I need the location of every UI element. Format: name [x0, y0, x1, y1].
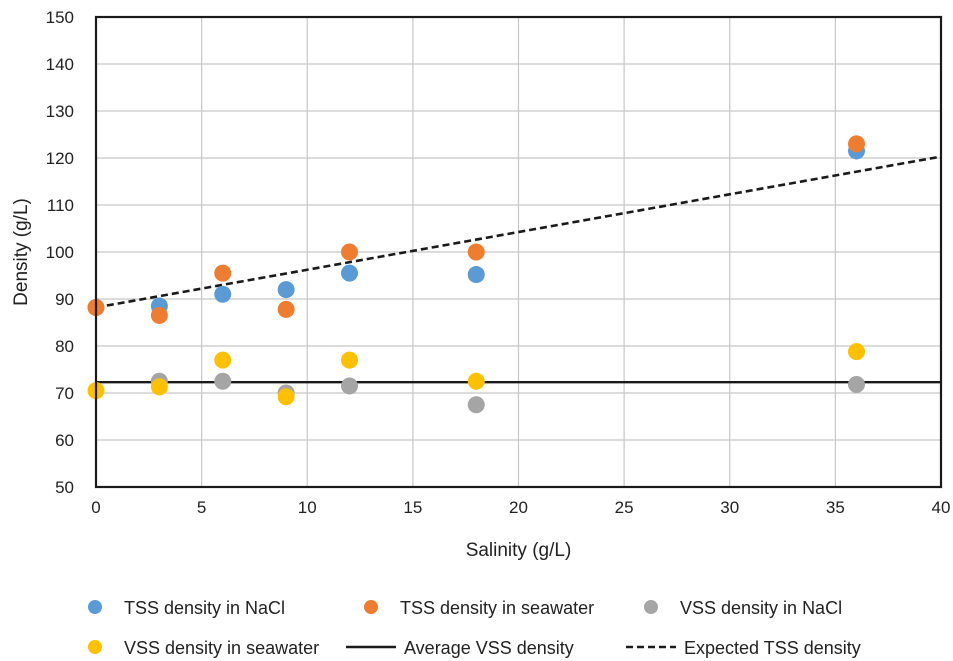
y-tick-label: 150: [46, 8, 74, 27]
point-tss-density-in-seawater: [467, 243, 485, 261]
legend-label: VSS density in NaCl: [680, 598, 842, 618]
x-tick-label: 10: [298, 498, 317, 517]
legend: TSS density in NaCl TSS density in seawat…: [88, 598, 861, 658]
y-tick-label: 120: [46, 149, 74, 168]
point-vss-density-in-seawater: [277, 388, 295, 406]
point-vss-density-in-seawater: [341, 351, 358, 369]
y-tick-label: 100: [46, 243, 74, 262]
point-tss-density-in-seawater: [848, 135, 865, 153]
legend-marker: [88, 640, 102, 654]
y-tick-label: 50: [55, 478, 74, 497]
x-tick-labels: 0 5 10 15 20 25 30 35 40: [91, 498, 950, 517]
grid-lines: [95, 16, 942, 488]
legend-label: TSS density in seawater: [400, 598, 594, 618]
y-tick-label: 110: [47, 196, 74, 215]
x-tick-label: 5: [197, 498, 206, 517]
x-tick-label: 30: [720, 498, 739, 517]
y-tick-label: 140: [46, 55, 74, 74]
point-tss-density-in-seawater: [341, 243, 358, 261]
y-tick-labels: 50 60 70 80 90 100 110 120 130 140 150: [46, 8, 74, 497]
legend-item-vss-density-in-seawater: VSS density in seawater: [88, 638, 319, 658]
y-axis-label: Density (g/L): [11, 198, 32, 306]
legend-label: Average VSS density: [404, 638, 574, 658]
legend-item-average-vss-density: Average VSS density: [346, 638, 574, 658]
y-tick-label: 90: [55, 290, 74, 309]
point-vss-density-in-seawater: [467, 372, 485, 390]
point-tss-density-in-nacl: [467, 266, 485, 284]
point-tss-density-in-nacl: [277, 281, 295, 299]
point-vss-density-in-seawater: [150, 378, 168, 396]
legend-item-tss-density-in-nacl: TSS density in NaCl: [88, 598, 285, 618]
point-vss-density-in-nacl: [341, 377, 358, 395]
x-axis-label: Salinity (g/L): [466, 540, 572, 561]
point-vss-density-in-seawater: [848, 343, 865, 361]
legend-marker: [644, 600, 658, 614]
legend-label: Expected TSS density: [684, 638, 861, 658]
legend-marker: [364, 600, 378, 614]
legend-label: VSS density in seawater: [124, 638, 319, 658]
y-tick-label: 130: [46, 102, 74, 121]
point-vss-density-in-nacl: [214, 372, 232, 390]
legend-marker: [88, 600, 102, 614]
point-tss-density-in-seawater: [150, 306, 168, 324]
legend-item-vss-density-in-nacl: VSS density in NaCl: [644, 598, 842, 618]
point-tss-density-in-seawater: [214, 264, 232, 282]
point-vss-density-in-seawater: [214, 351, 232, 369]
legend-item-tss-density-in-seawater: TSS density in seawater: [364, 598, 594, 618]
point-tss-density-in-seawater: [277, 300, 295, 318]
legend-item-expected-tss-density: Expected TSS density: [626, 638, 861, 658]
point-vss-density-in-nacl: [467, 396, 485, 414]
x-tick-label: 25: [615, 498, 634, 517]
x-tick-label: 40: [932, 498, 951, 517]
x-tick-label: 0: [91, 498, 100, 517]
x-tick-label: 15: [403, 498, 422, 517]
series-lines: [95, 155, 942, 384]
series-line-expected-tss-density: [95, 155, 942, 309]
y-tick-label: 70: [55, 384, 74, 403]
y-tick-label: 60: [55, 431, 74, 450]
x-tick-label: 35: [826, 498, 845, 517]
point-tss-density-in-nacl: [341, 264, 358, 282]
y-tick-label: 80: [55, 337, 74, 356]
plot-frame: [94, 15, 943, 489]
legend-label: TSS density in NaCl: [124, 598, 285, 618]
x-tick-label: 20: [509, 498, 528, 517]
point-tss-density-in-nacl: [214, 285, 232, 303]
point-vss-density-in-nacl: [848, 376, 865, 394]
series-points: [87, 135, 865, 414]
